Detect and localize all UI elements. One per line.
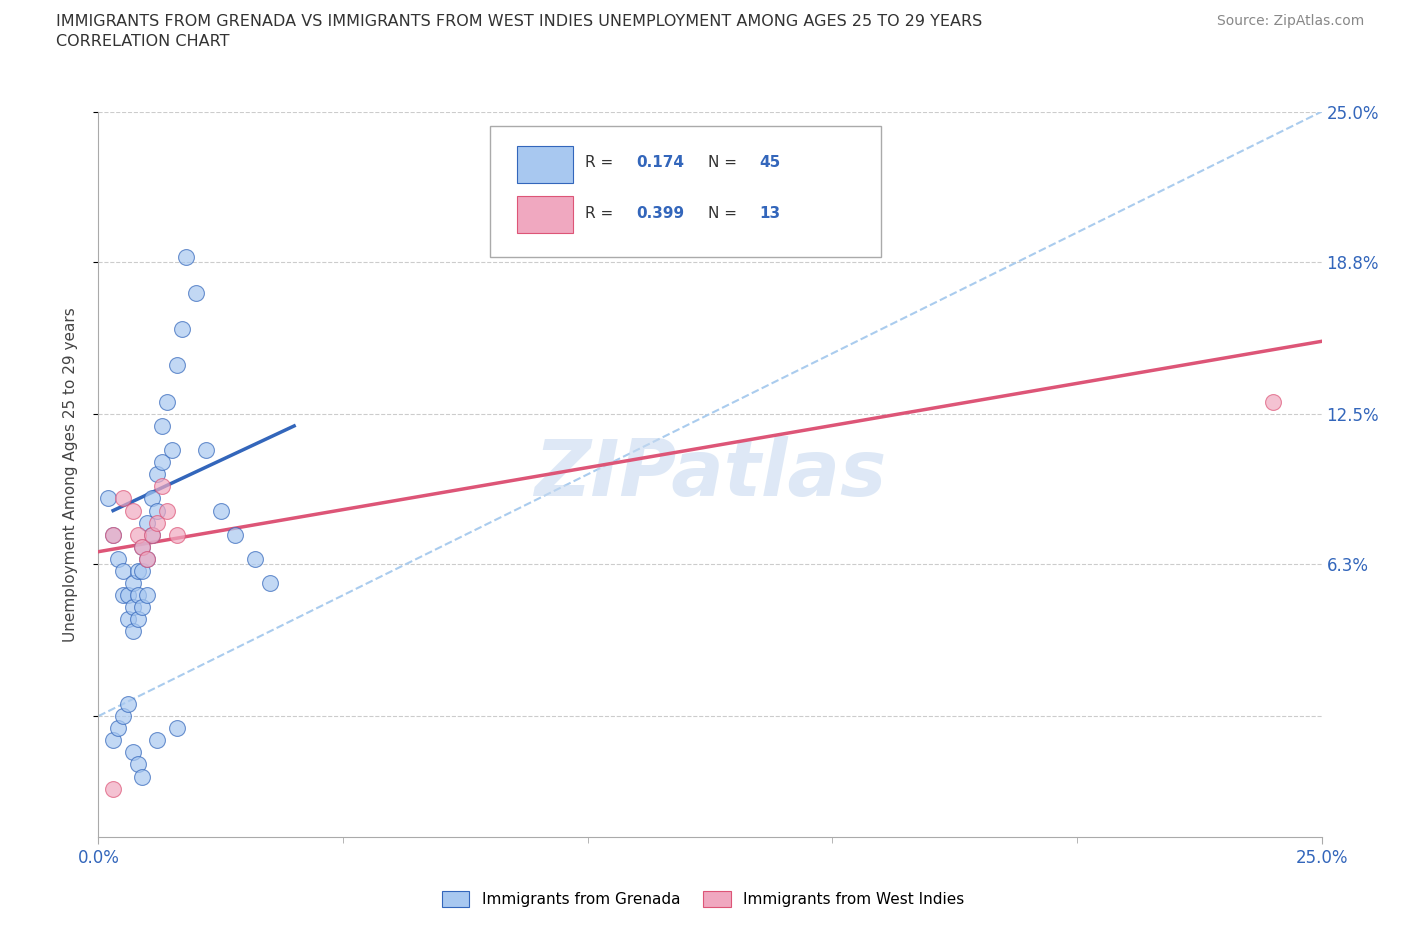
Point: [131, 539, 153, 554]
Point: [111, 564, 134, 578]
Point: [146, 515, 169, 530]
Text: 0.174: 0.174: [637, 155, 685, 170]
Point: [141, 491, 163, 506]
Point: [101, 527, 124, 542]
Point: [259, 576, 281, 591]
Point: [146, 467, 169, 482]
Point: [127, 588, 149, 603]
Text: ZIPatlas: ZIPatlas: [534, 436, 886, 512]
Point: [176, 249, 198, 264]
Point: [146, 733, 169, 748]
Point: [117, 588, 139, 603]
FancyBboxPatch shape: [517, 146, 574, 182]
Text: Source: ZipAtlas.com: Source: ZipAtlas.com: [1216, 14, 1364, 28]
FancyBboxPatch shape: [517, 196, 574, 233]
Point: [121, 745, 143, 760]
Point: [97, 491, 120, 506]
Text: R =: R =: [585, 155, 619, 170]
Point: [186, 286, 208, 300]
Text: 45: 45: [759, 155, 780, 170]
Text: CORRELATION CHART: CORRELATION CHART: [56, 34, 229, 49]
Point: [243, 551, 266, 566]
Point: [127, 757, 149, 772]
Point: [141, 527, 163, 542]
Point: [121, 576, 143, 591]
Point: [141, 527, 163, 542]
Text: N =: N =: [707, 155, 741, 170]
Point: [101, 527, 124, 542]
Point: [127, 527, 149, 542]
Point: [156, 394, 179, 409]
Point: [150, 418, 173, 433]
Text: 13: 13: [759, 206, 780, 220]
Point: [111, 709, 134, 724]
Point: [131, 600, 153, 615]
Point: [195, 443, 218, 458]
Point: [127, 564, 149, 578]
Point: [111, 491, 134, 506]
Point: [170, 322, 193, 337]
FancyBboxPatch shape: [489, 126, 882, 257]
Text: IMMIGRANTS FROM GRENADA VS IMMIGRANTS FROM WEST INDIES UNEMPLOYMENT AMONG AGES 2: IMMIGRANTS FROM GRENADA VS IMMIGRANTS FR…: [56, 14, 983, 29]
Legend: Immigrants from Grenada, Immigrants from West Indies: Immigrants from Grenada, Immigrants from…: [436, 884, 970, 913]
Point: [156, 503, 179, 518]
Point: [121, 624, 143, 639]
Point: [127, 612, 149, 627]
Point: [131, 564, 153, 578]
Point: [166, 721, 188, 736]
Point: [101, 781, 124, 796]
Text: R =: R =: [585, 206, 619, 220]
Point: [160, 443, 183, 458]
Point: [107, 551, 129, 566]
Point: [1261, 394, 1284, 409]
Point: [150, 479, 173, 494]
Point: [150, 455, 173, 470]
Point: [166, 527, 188, 542]
Point: [131, 769, 153, 784]
Point: [111, 588, 134, 603]
Point: [131, 539, 153, 554]
Point: [136, 551, 159, 566]
Point: [101, 733, 124, 748]
Point: [136, 515, 159, 530]
Point: [209, 503, 232, 518]
Point: [136, 588, 159, 603]
Point: [117, 697, 139, 711]
Point: [121, 600, 143, 615]
Text: 0.399: 0.399: [637, 206, 685, 220]
Text: N =: N =: [707, 206, 741, 220]
Point: [107, 721, 129, 736]
Point: [166, 358, 188, 373]
Point: [117, 612, 139, 627]
Point: [146, 503, 169, 518]
Point: [121, 503, 143, 518]
Y-axis label: Unemployment Among Ages 25 to 29 years: Unemployment Among Ages 25 to 29 years: [63, 307, 77, 642]
Point: [224, 527, 246, 542]
Point: [136, 551, 159, 566]
